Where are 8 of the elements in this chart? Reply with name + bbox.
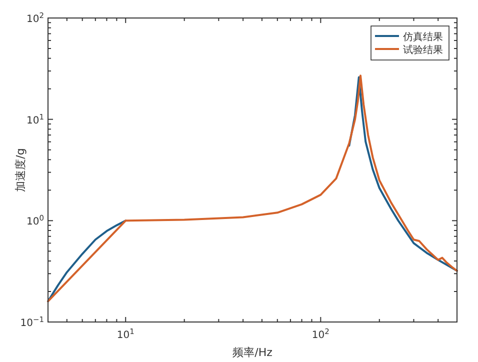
y-tick-label: 10$^{0}$ [26,213,44,228]
y-tick-label: 10$^{−1}$ [20,314,44,329]
x-axis-title: 频率/Hz [232,346,273,359]
legend-label: 试验结果 [403,44,443,56]
y-tick-label: 10$^{2}$ [26,10,44,25]
y-axis-title: 加速度/g [14,148,27,192]
y-tick-label: 10$^{1}$ [26,112,44,126]
legend-label: 仿真结果 [402,31,443,43]
